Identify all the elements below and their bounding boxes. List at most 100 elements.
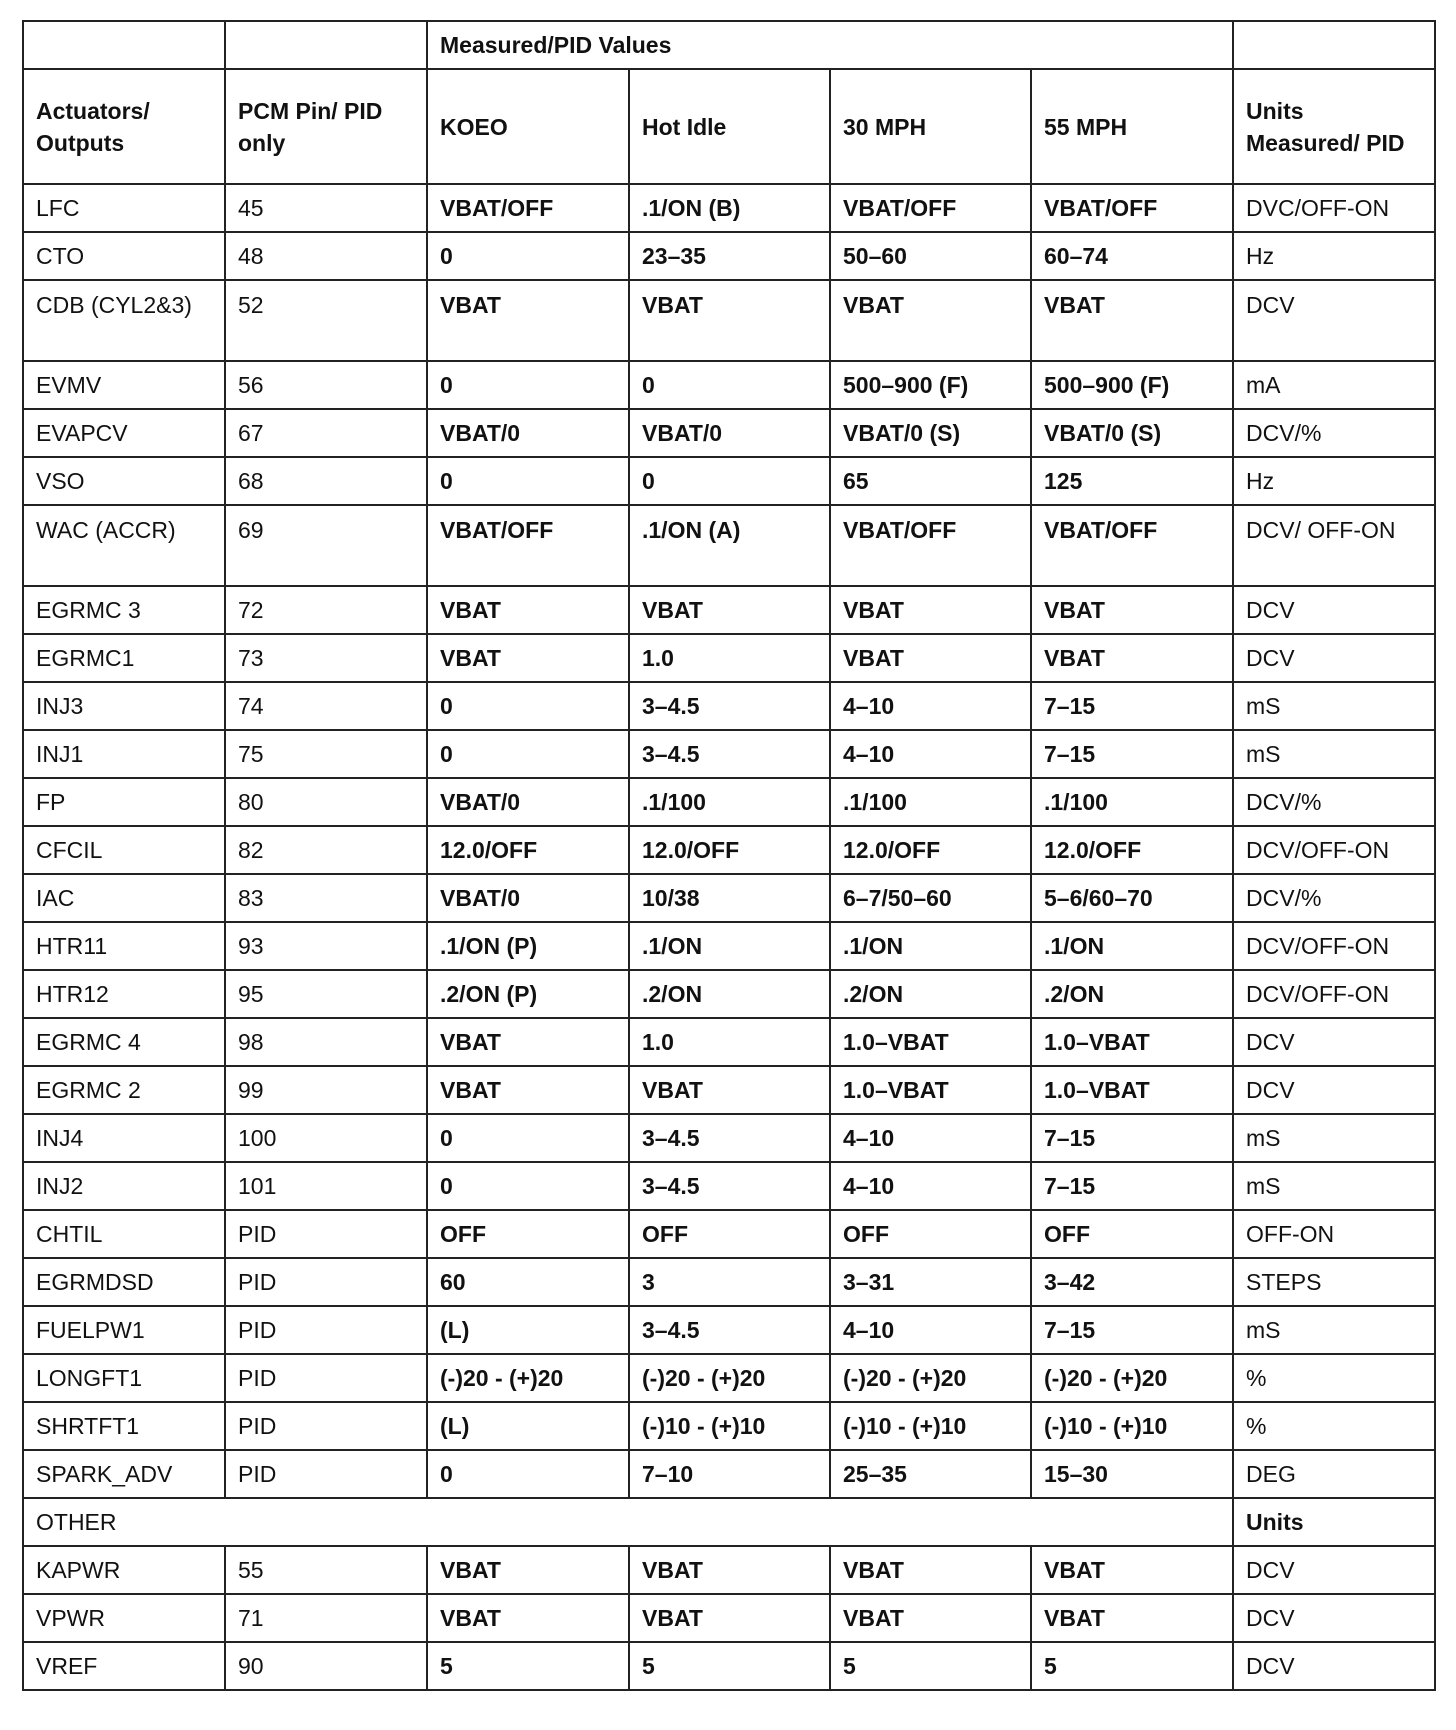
cell-units: DVC/OFF-ON	[1232, 183, 1437, 233]
cell-units: %	[1232, 1353, 1437, 1403]
cell-55mph: (-)10 - (+)10	[1029, 1401, 1235, 1451]
cell-30mph: VBAT/0 (S)	[829, 408, 1032, 458]
cell-pcm-pin: PID	[224, 1209, 428, 1259]
cell-55mph: 7–15	[1029, 1305, 1235, 1355]
cell-hot-idle: 10/38	[628, 873, 831, 923]
cell-koeo: 0	[426, 1449, 630, 1499]
cell-30mph: 3–31	[829, 1257, 1032, 1307]
other-section-row: OTHER Units	[21, 1497, 1437, 1547]
cell-hot-idle: 12.0/OFF	[628, 825, 831, 875]
cell-units: DCV	[1232, 1017, 1437, 1067]
cell-55mph: .2/ON	[1029, 969, 1235, 1019]
cell-units: mS	[1232, 729, 1437, 779]
col-header-actuators: Actuators/ Outputs	[22, 68, 226, 185]
cell-koeo: (-)20 - (+)20	[426, 1353, 630, 1403]
table-row: FP 80 VBAT/0.1/100.1/100.1/100 DCV/%	[22, 777, 1437, 827]
cell-55mph: 7–15	[1029, 729, 1235, 779]
table-row: HTR12 95.2/ON (P) .2/ON .2/ON .2/ON DCV/OFF-O…	[22, 969, 1437, 1019]
cell-koeo: VBAT	[426, 585, 630, 635]
cell-pcm-pin: 52	[224, 279, 428, 362]
cell-koeo: OFF	[426, 1209, 630, 1259]
cell-actuator: FP	[22, 777, 226, 827]
table-row: CFCIL 82 12.0/OFF 12.0/OFF 12.0/OFF 12.0/OFF D…	[22, 825, 1437, 875]
cell-30mph: .1/100	[829, 777, 1032, 827]
cell-55mph: 500–900 (F)	[1029, 360, 1235, 410]
cell-pcm-pin: 98	[224, 1017, 428, 1067]
cell-actuator: INJ3	[22, 681, 226, 731]
cell-pcm-pin: 45	[224, 183, 428, 233]
cell-hot-idle: (-)10 - (+)10	[628, 1401, 831, 1451]
cell-koeo: VBAT	[426, 1017, 630, 1067]
cell-pcm-pin: 56	[224, 360, 428, 410]
cell-pcm-pin: 95	[224, 969, 428, 1019]
cell-koeo: VBAT/0	[426, 873, 630, 923]
cell-hot-idle: 3	[628, 1257, 831, 1307]
col-header-30mph: 30 MPH	[829, 68, 1032, 185]
col-header-koeo: KOEO	[426, 68, 630, 185]
cell-koeo: VBAT/OFF	[426, 183, 630, 233]
cell-actuator: EGRMC 4	[22, 1017, 226, 1067]
table-row: WAC (ACCR) 69 VBAT/OFF .1/ON (A) VBAT/OFF VBA…	[22, 504, 1437, 587]
cell-koeo: VBAT/0	[426, 408, 630, 458]
cell-actuator: CFCIL	[22, 825, 226, 875]
cell-pcm-pin: 80	[224, 777, 428, 827]
cell-30mph: VBAT	[829, 1593, 1032, 1643]
cell-pcm-pin: 71	[224, 1593, 428, 1643]
cell-koeo: VBAT	[426, 1545, 630, 1595]
cell-koeo: .2/ON (P)	[426, 969, 630, 1019]
cell-units: STEPS	[1232, 1257, 1437, 1307]
cell-units: DCV/%	[1232, 873, 1437, 923]
cell-units: DEG	[1232, 1449, 1437, 1499]
table-row: SPARK_ADV PID 0 7–10 25–35 15–30 DEG	[22, 1449, 1437, 1499]
cell-actuator: CTO	[22, 231, 226, 281]
cell-hot-idle: 3–4.5	[628, 1305, 831, 1355]
cell-55mph: 1.0–VBAT	[1029, 1065, 1235, 1115]
cell-units: DCV	[1232, 279, 1437, 362]
cell-30mph: .1/ON	[829, 921, 1032, 971]
cell-pcm-pin: 74	[224, 681, 428, 731]
cell-55mph: (-)20 - (+)20	[1029, 1353, 1235, 1403]
cell-30mph: 4–10	[829, 681, 1032, 731]
cell-30mph: 12.0/OFF	[829, 825, 1032, 875]
table-row: INJ1 75 0 3–4.5 4–10 7–15 mS	[22, 729, 1437, 779]
cell-actuator: HTR12	[22, 969, 226, 1019]
cell-30mph: 1.0–VBAT	[829, 1065, 1032, 1115]
other-units-label: Units	[1232, 1497, 1437, 1547]
cell-55mph: 1.0–VBAT	[1029, 1017, 1235, 1067]
cell-units: Hz	[1232, 456, 1437, 506]
cell-55mph: VBAT	[1029, 585, 1235, 635]
col-header-hot-idle: Hot Idle	[628, 68, 831, 185]
cell-units: mS	[1232, 1305, 1437, 1355]
cell-actuator: LONGFT1	[22, 1353, 226, 1403]
cell-55mph: VBAT	[1029, 633, 1235, 683]
cell-units: DCV/%	[1232, 777, 1437, 827]
cell-koeo: 0	[426, 681, 630, 731]
cell-hot-idle: VBAT	[628, 1593, 831, 1643]
cell-koeo: 60	[426, 1257, 630, 1307]
cell-hot-idle: 1.0	[628, 633, 831, 683]
cell-30mph: 500–900 (F)	[829, 360, 1032, 410]
cell-55mph: .1/ON	[1029, 921, 1235, 971]
cell-55mph: VBAT/0 (S)	[1029, 408, 1235, 458]
cell-55mph: VBAT	[1029, 1593, 1235, 1643]
table-row: IAC 83 VBAT/0 10/38 6–7/50–60 5–6/60–70 DCV/%	[22, 873, 1437, 923]
col-header-units: Units Measured/ PID	[1232, 68, 1437, 185]
cell-units: OFF-ON	[1232, 1209, 1437, 1259]
cell-units: mS	[1232, 1161, 1437, 1211]
cell-pcm-pin: PID	[224, 1305, 428, 1355]
table-row: INJ4 100 0 3–4.5 4–10 7–15 mS	[22, 1113, 1437, 1163]
cell-units: DCV	[1232, 1065, 1437, 1115]
cell-hot-idle: 3–4.5	[628, 1161, 831, 1211]
cell-30mph: 5	[829, 1641, 1032, 1691]
table-row: HTR11 93.1/ON (P) .1/ON .1/ON .1/ON DCV/OFF-O…	[22, 921, 1437, 971]
cell-55mph: VBAT/OFF	[1029, 504, 1235, 587]
cell-koeo: VBAT	[426, 1065, 630, 1115]
cell-55mph: OFF	[1029, 1209, 1235, 1259]
cell-hot-idle: .1/ON	[628, 921, 831, 971]
cell-actuator: EVMV	[22, 360, 226, 410]
cell-30mph: VBAT	[829, 1545, 1032, 1595]
table-row: EGRMC 3 72 VBAT VBAT VBAT VBAT DCV	[22, 585, 1437, 635]
cell-actuator: INJ2	[22, 1161, 226, 1211]
cell-30mph: 1.0–VBAT	[829, 1017, 1032, 1067]
table-row: LFC 45 VBAT/OFF .1/ON (B) VBAT/OFF VBAT/OFF DV…	[22, 183, 1437, 233]
